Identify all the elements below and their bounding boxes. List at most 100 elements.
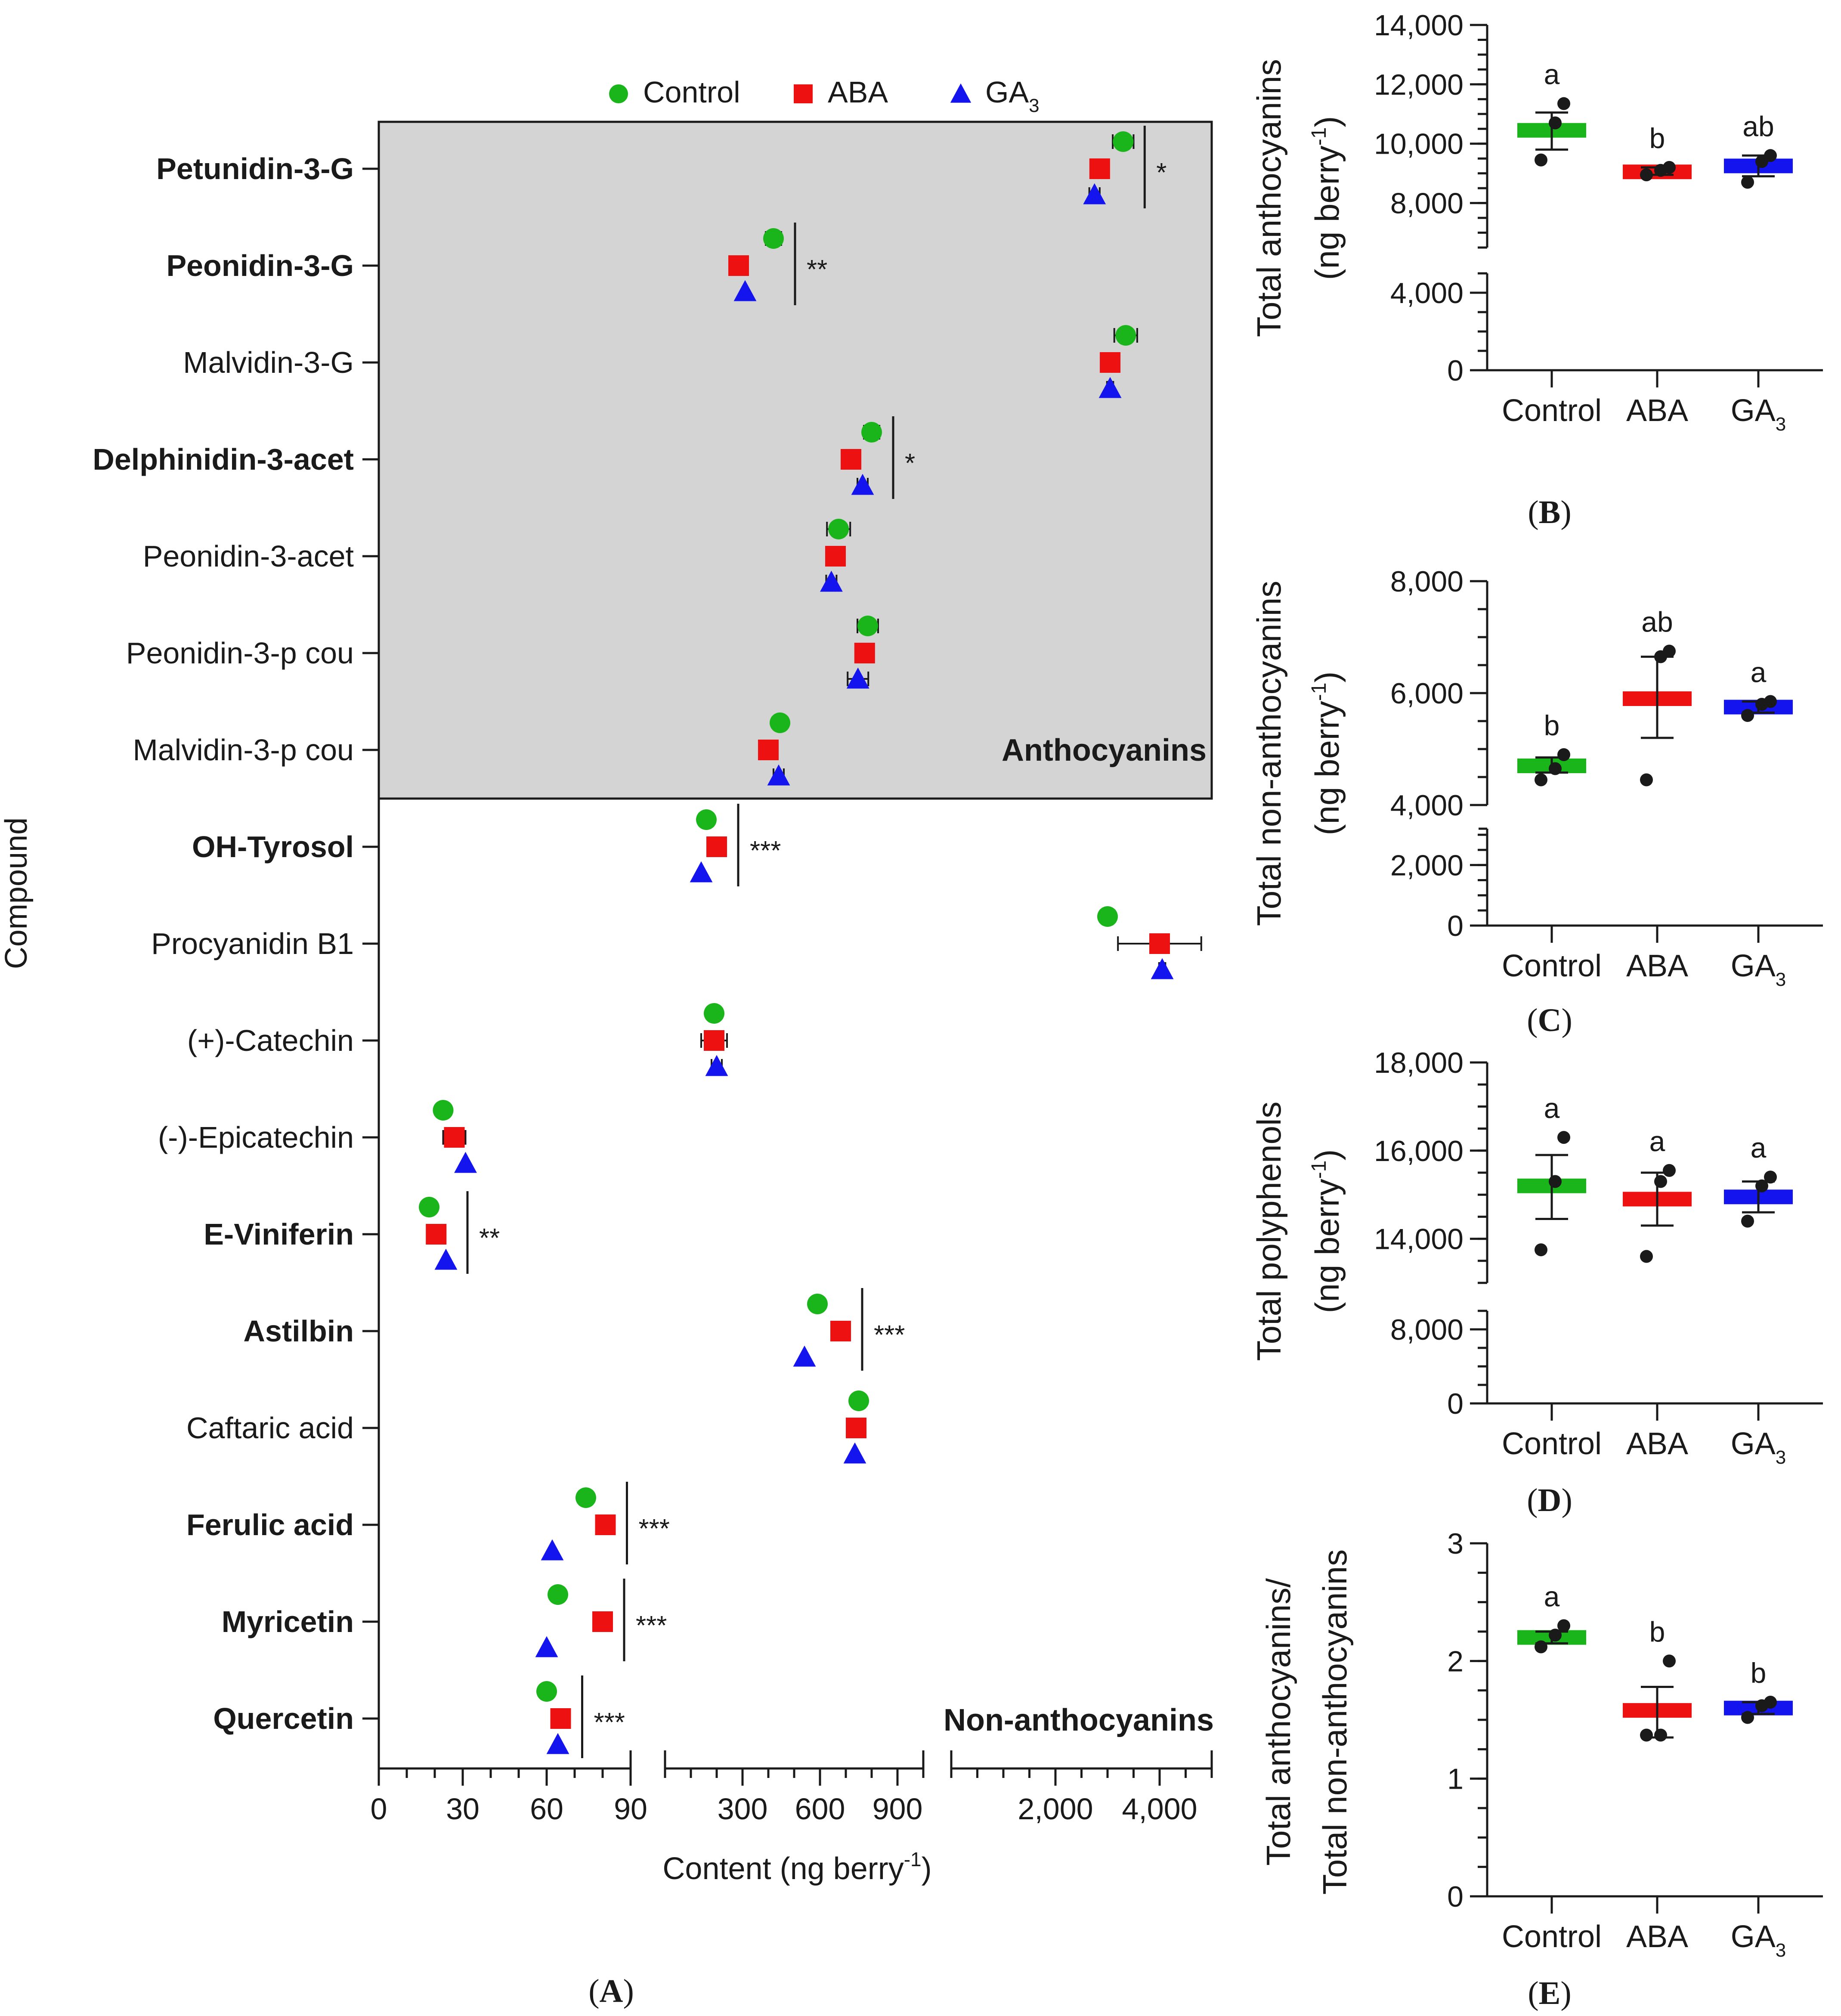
compound-row-4: Peonidin-3-acet [143, 519, 851, 592]
panel-label-letter: E [1539, 1975, 1561, 2011]
panel-b: 8,000 10,000 12,000 14,000 0 4,000 Control ABA G… [1250, 9, 1823, 530]
significance-letter-control: a [1544, 1092, 1560, 1124]
compound-row-10: (-)-Epicatechin [158, 1100, 477, 1173]
point-control [419, 1197, 439, 1217]
point-ga3 [454, 1152, 477, 1173]
point-ga3 [690, 861, 713, 883]
y-tick-label: 8,000 [1390, 565, 1464, 598]
significance-letter-aba: b [1649, 1616, 1665, 1647]
point-ga3 [1083, 183, 1106, 204]
compound-label: E-Viniferin [204, 1217, 354, 1251]
significance-label: *** [750, 836, 781, 866]
legend: Control ABA GA3 [609, 75, 1040, 116]
significance-label: ** [479, 1223, 500, 1253]
y-axis-label-line-1: Total non-anthocyanins [1250, 581, 1288, 926]
point-aba [1149, 933, 1170, 954]
category-label-aba-part-0: ABA [1626, 1920, 1688, 1954]
significance-letter-ga3: b [1751, 1657, 1767, 1689]
data-point-control [1535, 1243, 1547, 1257]
group-control: b [1517, 709, 1586, 787]
panel-label-close: ) [1560, 1975, 1571, 2011]
data-point-control [1549, 1629, 1562, 1642]
group-ga3: a [1724, 1132, 1793, 1228]
significance-letter-ga3: ab [1742, 110, 1774, 142]
group-control: a [1517, 1580, 1586, 1654]
panel-label-open: ( [1527, 1002, 1538, 1038]
compound-label: Petunidin-3-G [156, 152, 354, 186]
compound-label: Peonidin-3-p cou [126, 636, 354, 670]
y-tick-label: 2,000 [1390, 849, 1464, 882]
compound-row-0: Petunidin-3-G * [156, 126, 1166, 208]
point-aba [444, 1127, 465, 1148]
category-label-aba: ABA [1626, 949, 1688, 983]
point-ga3 [820, 570, 843, 592]
y-tick-label: 2 [1447, 1645, 1464, 1678]
category-label-control: Control [1502, 1920, 1602, 1954]
legend-label-control: Control [643, 75, 740, 109]
compound-label: Ferulic acid [186, 1508, 354, 1542]
panel-a-y-axis-label: Compound [0, 818, 34, 969]
panel-label-letter: B [1539, 494, 1561, 530]
panel-label-a-letter: A [600, 1973, 623, 2009]
point-control [1113, 131, 1134, 152]
category-label-ga3-part-0: GA [1731, 1920, 1776, 1954]
compound-label: Astilbin [243, 1314, 354, 1348]
panel-label-b: (B) [1528, 494, 1571, 530]
data-point-control [1535, 1640, 1547, 1654]
y-axis-label-line-2-part-1: -1 [1308, 127, 1330, 146]
y-axis-label-line-2-part-1: -1 [1308, 683, 1330, 701]
point-control [770, 712, 790, 733]
group-aba: ab [1623, 606, 1692, 787]
category-label-aba: ABA [1626, 1920, 1688, 1954]
point-control [1115, 325, 1136, 346]
y-tick-label: 0 [1447, 354, 1464, 387]
compound-row-12: Astilbin *** [243, 1288, 905, 1371]
legend-marker-aba [794, 84, 813, 103]
category-label-aba-part-0: ABA [1626, 1427, 1688, 1461]
data-point-aba [1663, 1164, 1676, 1177]
panel-a: Control ABA GA3 Petunidin-3-G * Peonidin-3-G *… [0, 75, 1214, 2009]
point-aba [1100, 352, 1121, 373]
compound-label: Delphinidin-3-acet [93, 443, 354, 476]
category-label-ga3-part-0: GA [1731, 393, 1776, 428]
data-point-aba [1654, 1175, 1667, 1188]
point-aba [592, 1611, 613, 1632]
data-point-control [1549, 116, 1562, 130]
legend-label-aba: ABA [828, 75, 888, 109]
category-label-ga3-part-0: GA [1731, 949, 1776, 983]
point-control [576, 1487, 596, 1508]
point-ga3 [546, 1733, 569, 1754]
compound-label: Peonidin-3-acet [143, 539, 354, 573]
category-label-control-part-0: Control [1502, 1427, 1602, 1461]
point-aba [704, 1030, 724, 1051]
y-axis-label-line-2-part-0: (ng berry [1308, 1179, 1346, 1313]
data-point-aba [1640, 773, 1653, 787]
point-control [848, 1390, 869, 1411]
y-tick-label: 0 [1447, 1880, 1464, 1913]
point-aba [595, 1514, 616, 1535]
panel-a-x-axis-label-part-2: ) [922, 1852, 932, 1886]
compound-label: Quercetin [213, 1702, 354, 1735]
data-point-control [1557, 1131, 1570, 1144]
data-point-aba [1640, 1728, 1653, 1742]
compound-row-14: Ferulic acid *** [186, 1482, 670, 1564]
x-tick-label: 30 [446, 1792, 480, 1826]
panel-label-a-open: ( [588, 1973, 599, 2009]
compound-row-15: Myricetin *** [222, 1579, 667, 1661]
category-label-aba: ABA [1626, 1427, 1688, 1461]
data-point-aba [1663, 644, 1676, 658]
x-tick-label: 90 [614, 1792, 647, 1826]
category-label-ga3-part-1: 3 [1776, 969, 1786, 990]
compound-row-8: Procyanidin B1 [151, 906, 1202, 979]
data-point-aba [1663, 1654, 1676, 1668]
data-point-ga3 [1741, 1711, 1754, 1724]
x-tick-label: 600 [795, 1792, 845, 1826]
compound-row-5: Peonidin-3-p cou [126, 616, 879, 689]
y-axis-label-line-2-part-2: ) [1308, 1149, 1346, 1161]
x-tick-label: 0 [371, 1792, 387, 1826]
significance-letter-control: a [1544, 59, 1560, 90]
data-point-aba [1654, 1728, 1667, 1742]
point-control [828, 519, 849, 539]
y-axis-label-line-1: Total anthocyanins [1250, 59, 1288, 337]
